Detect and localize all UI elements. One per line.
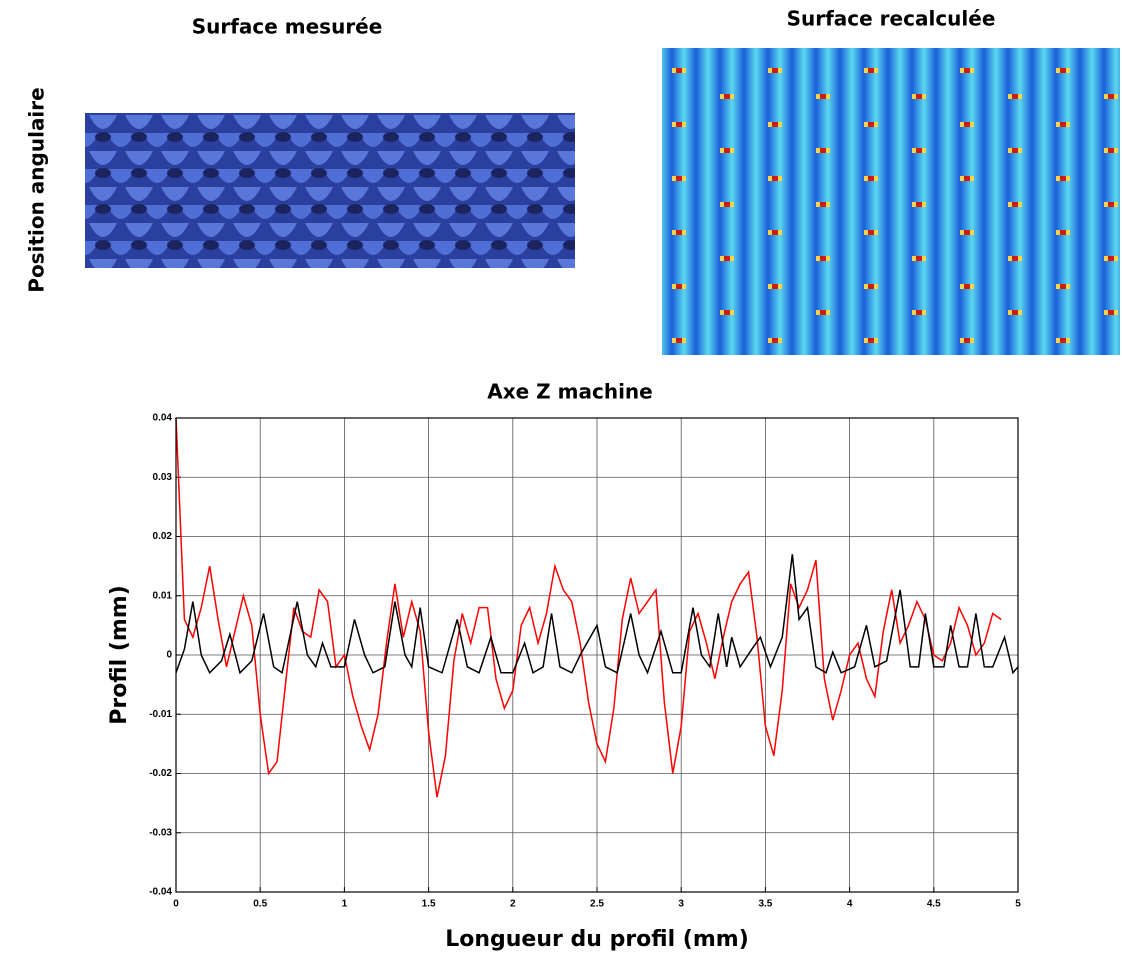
panel-title: Surface mesurée [192, 15, 383, 39]
panel-title: Surface recalculée [787, 7, 996, 31]
data-line [175, 417, 1002, 798]
y-axis-label: Profil (mm) [107, 585, 132, 725]
chart-title: Axe Z machine [487, 380, 652, 404]
x-tick-label: 4 [847, 899, 853, 910]
computed-hotspots [662, 48, 1120, 355]
x-axis-label: Longueur du profil (mm) [445, 927, 749, 952]
y-tick-label: -0.01 [149, 709, 172, 720]
x-tick-label: 2.5 [590, 899, 604, 910]
x-tick-label: 1 [342, 899, 348, 910]
y-tick-label: -0.03 [149, 827, 172, 838]
y-tick-label: 0.03 [153, 472, 173, 483]
x-tick-label: 3 [678, 899, 684, 910]
x-tick-label: 0.5 [253, 899, 267, 910]
y-tick-label: -0.04 [149, 887, 172, 898]
x-tick-label: 4.5 [927, 899, 941, 910]
y-tick-label: 0.02 [153, 531, 173, 542]
data-line [175, 554, 1019, 675]
measured-image [85, 113, 575, 268]
computed-panel: Surface recalculée [662, 7, 1120, 355]
measured-panel: Surface mesurée [85, 15, 575, 268]
x-tick-label: 1.5 [422, 899, 436, 910]
y-tick-label: 0.04 [153, 413, 173, 424]
x-tick-label: 2 [510, 899, 516, 910]
plot-frame [175, 417, 1019, 893]
plot: -0.04 -0.03 -0.02 -0.01 0 0.01 0.02 0.03 0.04 0 0.… [149, 413, 1021, 910]
y-tick-label: 0.01 [153, 590, 173, 601]
x-tick-label: 3.5 [758, 899, 772, 910]
x-tick-label: 5 [1015, 899, 1021, 910]
x-tick-label: 0 [173, 899, 179, 910]
y-tick-label: -0.02 [149, 768, 172, 779]
y-tick-label: 0 [166, 650, 172, 661]
side-label: Position angulaire [25, 87, 49, 292]
